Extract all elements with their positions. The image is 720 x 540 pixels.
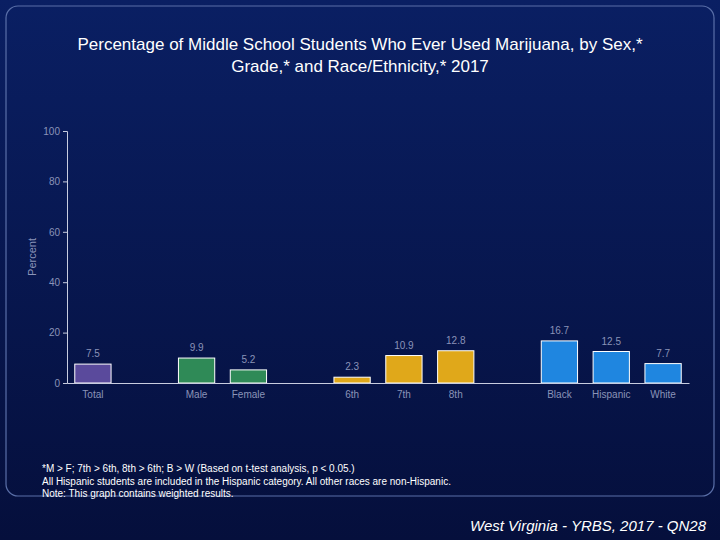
title: Percentage of Middle School Students Who… <box>77 35 642 76</box>
data-label: 16.7 <box>550 325 570 336</box>
data-label: 12.5 <box>602 336 622 347</box>
y-tick: 0 <box>54 378 67 389</box>
frame <box>6 6 714 496</box>
data-label: 7.5 <box>86 348 100 359</box>
x-tick: 8th <box>449 389 463 400</box>
source: West Virginia - YRBS, 2017 - QN28 <box>470 517 707 534</box>
y-tick-mark <box>63 383 67 384</box>
bar <box>178 358 214 383</box>
x-tick: Total <box>82 389 103 400</box>
x-tick-label: 6th <box>345 389 359 400</box>
x-tick: White <box>650 389 676 400</box>
y-tick-label: 40 <box>49 277 61 288</box>
x-tick: 6th <box>345 389 359 400</box>
y-tick-mark <box>63 333 67 334</box>
y-tick: 80 <box>49 176 67 187</box>
data-label: 10.9 <box>394 340 414 351</box>
x-tick: 7th <box>397 389 411 400</box>
y-axis: 0 20 40 60 80 100 <box>43 126 67 389</box>
x-axis-line <box>68 383 690 384</box>
x-tick: Black <box>547 389 572 400</box>
x-tick-label: Total <box>82 389 103 400</box>
bar <box>438 351 474 383</box>
x-tick-label: White <box>650 389 676 400</box>
x-axis: Total Male Female 6th 7th 8th Black Hispanic Whi… <box>68 384 690 401</box>
y-axis-title: Percent <box>26 238 38 276</box>
x-tick-label: Black <box>547 389 572 400</box>
note: All Hispanic students are included in th… <box>42 476 451 487</box>
x-tick: Male <box>186 389 208 400</box>
data-label: 12.8 <box>446 335 466 346</box>
background <box>0 0 720 540</box>
x-tick: Female <box>232 389 266 400</box>
y-tick-label: 20 <box>49 327 61 338</box>
bar <box>334 377 370 383</box>
x-tick-label: Female <box>232 389 266 400</box>
x-tick-label: 8th <box>449 389 463 400</box>
y-axis-line <box>63 132 68 384</box>
y-tick-label: 60 <box>49 227 61 238</box>
y-tick-label: 0 <box>54 378 60 389</box>
bar <box>230 370 266 383</box>
y-tick-mark <box>63 232 67 233</box>
note: *M > F; 7th > 6th, 8th > 6th; B > W (Bas… <box>42 463 355 474</box>
y-tick: 60 <box>49 227 67 238</box>
data-labels: 7.5 9.9 5.2 2.3 10.9 12.8 16.7 12.5 7.7 <box>86 325 671 372</box>
data-label: 7.7 <box>656 348 670 359</box>
y-tick-mark <box>63 282 67 283</box>
note: Note: This graph contains weighted resul… <box>42 488 234 499</box>
bar <box>541 341 577 383</box>
y-tick: 40 <box>49 277 67 288</box>
y-tick-mark <box>63 181 67 182</box>
data-label: 5.2 <box>241 354 255 365</box>
y-tick-label: 100 <box>43 126 60 137</box>
x-tick-label: Hispanic <box>592 389 630 400</box>
bar <box>645 364 681 383</box>
y-tick-mark <box>63 131 67 132</box>
x-tick-label: 7th <box>397 389 411 400</box>
data-label: 9.9 <box>190 342 204 353</box>
bar <box>593 352 629 384</box>
y-tick-label: 80 <box>49 176 61 187</box>
bar <box>386 356 422 383</box>
data-label: 2.3 <box>345 361 359 372</box>
bar <box>75 364 111 383</box>
x-tick-label: Male <box>186 389 208 400</box>
x-tick: Hispanic <box>592 389 630 400</box>
y-tick: 100 <box>43 126 67 137</box>
y-tick: 20 <box>49 327 67 338</box>
chart: Percentage of Middle School Students Who… <box>0 0 720 540</box>
bars <box>75 341 681 383</box>
